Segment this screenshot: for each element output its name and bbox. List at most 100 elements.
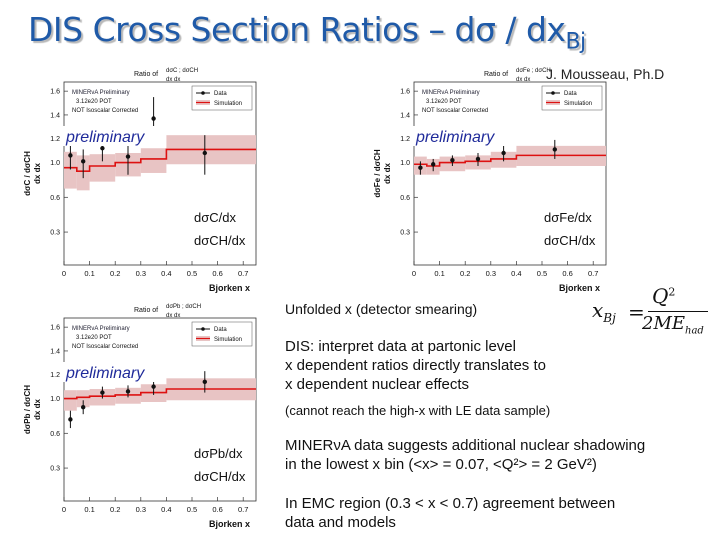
y-tick-label: 1.2 xyxy=(400,136,410,143)
x-tick-label: 0.2 xyxy=(110,269,120,278)
x-tick-label: 0 xyxy=(62,269,66,278)
y-tick-label: 1.4 xyxy=(50,112,60,119)
x-tick-label: 0.1 xyxy=(84,269,94,278)
author-credit: J. Mousseau, Ph.D xyxy=(546,66,665,82)
formula-denominator: 2ME xyxy=(642,313,686,334)
y-tick-label: 1.6 xyxy=(50,325,60,332)
chart-title-denominator: dx dx xyxy=(166,313,180,319)
emc-region-text: In EMC region (0.3 < x < 0.7) agreement … xyxy=(285,494,615,532)
y-tick-label: 1.6 xyxy=(50,89,60,96)
simulation-line xyxy=(64,148,256,173)
ratio-label-backdrop xyxy=(534,205,604,253)
data-point xyxy=(68,153,73,158)
minerva-shadowing-text: MINERνA data suggests additional nuclear… xyxy=(285,436,645,474)
legend-minerva: MINERνA Preliminary xyxy=(422,90,480,96)
y-axis-label: dσFe / dσCH dx dx xyxy=(373,149,392,198)
carbon-ratio-panel: Ratio of dσC ; dσCH dx dx 0.3 0.6 1.0 1.2 1.4 1.… xyxy=(6,60,268,300)
legend-minerva: MINERνA Preliminary xyxy=(72,90,130,96)
dis-line-2: x dependent ratios directly translates t… xyxy=(285,357,546,374)
y-tick-label: 0.3 xyxy=(400,230,410,237)
y-tick-label: 0.6 xyxy=(400,195,410,202)
lead-ratio-panel: Ratio of dσPb ; dσCH dx dx 0.3 0.6 1.0 1.2 1.4 1… xyxy=(6,296,268,540)
simulation-line xyxy=(64,388,256,400)
y-axis-label-denominator: dx dx xyxy=(33,399,42,420)
x-tick-label: 0.3 xyxy=(136,269,146,278)
minerva-line-2: in the lowest x bin (<x> = 0.07, <Q²> = … xyxy=(285,456,597,473)
preliminary-backdrop xyxy=(412,126,510,146)
data-point xyxy=(475,156,481,162)
y-axis-label: dσPb / dσCH dx dx xyxy=(23,385,42,434)
y-tick-label: 1.0 xyxy=(50,160,60,167)
x-tick-label: 0.5 xyxy=(187,505,197,514)
chart-title-prefix: Ratio of xyxy=(134,307,158,314)
simulation-line xyxy=(414,154,606,167)
chart-title-denominator: dx dx xyxy=(166,77,180,83)
data-point xyxy=(68,417,73,422)
preliminary-backdrop xyxy=(62,362,160,382)
data-point xyxy=(151,116,156,121)
slide-title: DIS Cross Section Ratios – dσ / dxBj xyxy=(28,10,586,55)
lead-ratio-chart: Ratio of dσPb ; dσCH dx dx 0.3 0.6 1.0 1.2 1.4 1… xyxy=(23,304,257,529)
legend-data-dot xyxy=(201,327,205,331)
x-tick-label: 0.1 xyxy=(434,269,444,278)
y-tick-label: 1.0 xyxy=(400,160,410,167)
y-tick-label: 1.0 xyxy=(50,396,60,403)
x-tick-label: 0.7 xyxy=(238,505,248,514)
legend: MINERνA Preliminary 3.12e20 POT NOT Isosca… xyxy=(72,321,253,350)
x-tick-label: 0.6 xyxy=(212,269,222,278)
x-tick-label: 0.3 xyxy=(486,269,496,278)
y-tick-label: 0.3 xyxy=(50,230,60,237)
legend-isoscalar: NOT Isoscalar Corrected xyxy=(72,108,138,114)
chart-title-prefix: Ratio of xyxy=(484,71,508,78)
y-tick-label: 0.6 xyxy=(50,431,60,438)
dis-line-3: x dependent nuclear effects xyxy=(285,376,470,393)
x-tick-label: 0.4 xyxy=(161,505,171,514)
carbon-ratio-chart: Ratio of dσC ; dσCH dx dx 0.3 0.6 1.0 1.2 1.4 1.… xyxy=(23,68,257,293)
legend-data-label: Data xyxy=(214,91,227,97)
legend-box xyxy=(191,321,253,347)
chart-title-numerator: dσFe ; dσCH xyxy=(516,68,551,74)
preliminary-backdrop xyxy=(62,126,160,146)
y-tick-label: 0.6 xyxy=(50,195,60,202)
x-tick-label: 0.6 xyxy=(212,505,222,514)
formula-numerator: Q xyxy=(652,284,669,308)
data-point xyxy=(418,165,423,170)
x-tick-label: 0 xyxy=(412,269,416,278)
x-tick-label: 0.2 xyxy=(110,505,120,514)
preliminary-label: preliminary xyxy=(65,129,145,146)
y-axis-label-numerator: dσC / dσCH xyxy=(23,151,32,196)
minerva-line-1: MINERνA data suggests additional nuclear… xyxy=(285,437,646,454)
xbj-formula: xBj = Q2 2MEhad xyxy=(592,284,710,338)
reach-note: (cannot reach the high-x with LE data sa… xyxy=(285,403,551,418)
title-subscript: Bj xyxy=(565,29,586,55)
data-point xyxy=(100,146,105,151)
chart-title-denominator: dx dx xyxy=(516,77,530,83)
formula-numerator-sup: 2 xyxy=(668,285,676,299)
emc-line-1: In EMC region (0.3 < x < 0.7) agreement … xyxy=(285,495,616,512)
y-tick-label: 1.2 xyxy=(50,372,60,379)
x-tick-label: 0.2 xyxy=(460,269,470,278)
data-point xyxy=(125,154,131,159)
legend-pot: 3.12e20 POT xyxy=(426,99,462,105)
y-axis-label-numerator: dσFe / dσCH xyxy=(373,149,382,198)
formula-lhs: x xyxy=(592,298,604,322)
x-tick-label: 0.7 xyxy=(588,269,598,278)
x-tick-label: 0.3 xyxy=(136,505,146,514)
legend-minerva: MINERνA Preliminary xyxy=(72,326,130,332)
x-tick-label: 0.1 xyxy=(84,505,94,514)
y-tick-label: 1.4 xyxy=(400,112,410,119)
y-axis-label: dσC / dσCH dx dx xyxy=(23,151,42,196)
chart-title-prefix: Ratio of xyxy=(134,71,158,78)
chart-title-numerator: dσC ; dσCH xyxy=(166,68,198,74)
ratio-label-backdrop xyxy=(184,441,254,489)
iron-ratio-chart: Ratio of dσFe ; dσCH dx dx 0.3 0.6 1.0 1.2 1.4 1… xyxy=(373,68,607,293)
legend-pot: 3.12e20 POT xyxy=(76,335,112,341)
sim-band xyxy=(76,390,90,408)
sim-band xyxy=(64,390,77,411)
legend-isoscalar: NOT Isoscalar Corrected xyxy=(72,344,138,350)
legend: MINERνA Preliminary 3.12e20 POT NOT Isosca… xyxy=(72,85,253,114)
legend: MINERνA Preliminary 3.12e20 POT NOT Isosca… xyxy=(422,85,603,114)
data-point xyxy=(450,157,455,163)
data-point xyxy=(202,379,207,385)
x-axis-label: Bjorken x xyxy=(559,283,600,293)
